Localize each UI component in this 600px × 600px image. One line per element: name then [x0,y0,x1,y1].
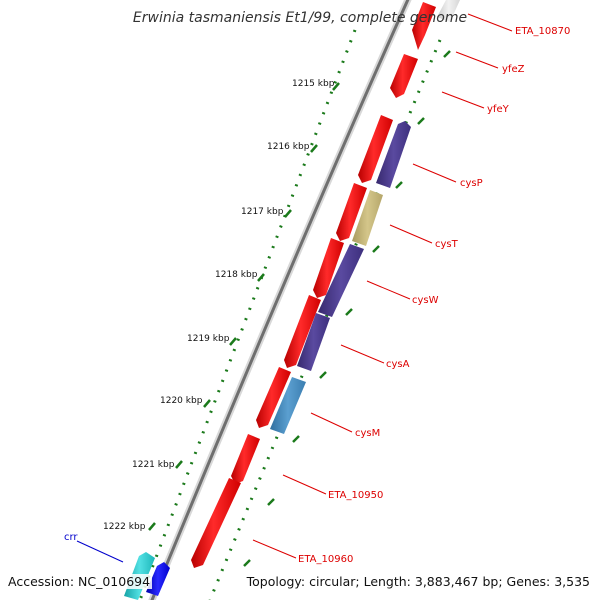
gene-cys-forward[interactable] [313,238,344,298]
ruler-tick-minor [395,181,403,189]
gene-label-eta-10950[interactable]: ETA_10950 [328,490,383,501]
label-leaders [76,13,513,563]
gene-fwd-1220[interactable] [256,367,291,428]
ruler-label-1216: 1216 kbp [267,142,310,152]
gene-eta-10870[interactable] [412,2,436,50]
ruler-tick [148,522,156,531]
gene-cysp[interactable] [376,121,411,188]
ruler-tick-minor [243,559,251,567]
ruler-tick [175,460,183,469]
chromosome-backbone-core [150,0,410,600]
gene-yfey-1[interactable] [358,115,393,183]
ruler-tick [310,144,318,153]
ruler-label-1221: 1221 kbp [132,460,175,470]
ruler-label-1217: 1217 kbp [241,207,284,217]
gene-label-yfey[interactable]: yfeY [487,104,510,115]
ruler-tick [284,209,292,218]
gene-eta-10960[interactable] [191,478,241,568]
ruler-tick-minor [267,498,275,506]
gene-label-crr[interactable]: crr [64,532,78,543]
gene-label-yfez[interactable]: yfeZ [502,64,525,75]
ruler-tick [229,337,237,346]
reverse-strand-track [124,0,460,600]
ruler-label-1218: 1218 kbp [215,270,258,280]
ruler-tick [257,273,265,282]
ruler-tick [203,399,211,408]
ruler-tick-minor [372,245,380,253]
gene-yfez[interactable] [390,54,418,98]
gene-cysw[interactable] [318,244,364,317]
ruler-tick-minor [292,435,300,443]
genome-title: Erwinia tasmaniensis Et1/99, complete ge… [132,10,468,26]
accession-text: Accession: NC_010694 [6,574,153,589]
genome-summary-text: Topology: circular; Length: 3,883,467 bp… [244,574,592,589]
gene-label-eta-10870[interactable]: ETA_10870 [515,26,570,37]
gene-yfey-2[interactable] [336,183,367,241]
gene-label-cysw[interactable]: cysW [412,295,439,306]
gene-cysm[interactable] [270,377,306,434]
ruler-tick [332,82,340,91]
gene-eta-10950[interactable] [231,434,260,484]
ruler-tick-minor [443,50,451,58]
gene-cyst[interactable] [352,190,383,246]
ruler-dotted-arc-outer [138,29,357,600]
ruler-tick-minor [319,371,327,379]
forward-strand-track [191,2,436,568]
gene-label-eta-10960[interactable]: ETA_10960 [298,554,353,565]
ruler-tick-minor [345,308,353,316]
ruler-label-1222: 1222 kbp [103,522,146,532]
ruler-tick-minor [417,117,425,125]
ruler-label-1220: 1220 kbp [160,396,203,406]
gene-greyed[interactable] [437,0,460,22]
gene-cysa[interactable] [297,313,330,371]
gene-label-cysp[interactable]: cysP [460,178,483,189]
gene-label-cyst[interactable]: cysT [435,239,459,250]
gene-label-cysm[interactable]: cysM [355,428,380,439]
gene-label-cysa[interactable]: cysA [386,359,410,370]
ruler-label-1215: 1215 kbp [292,79,335,89]
ruler-label-1219: 1219 kbp [187,334,230,344]
gene-fwd-1219[interactable] [284,295,321,368]
